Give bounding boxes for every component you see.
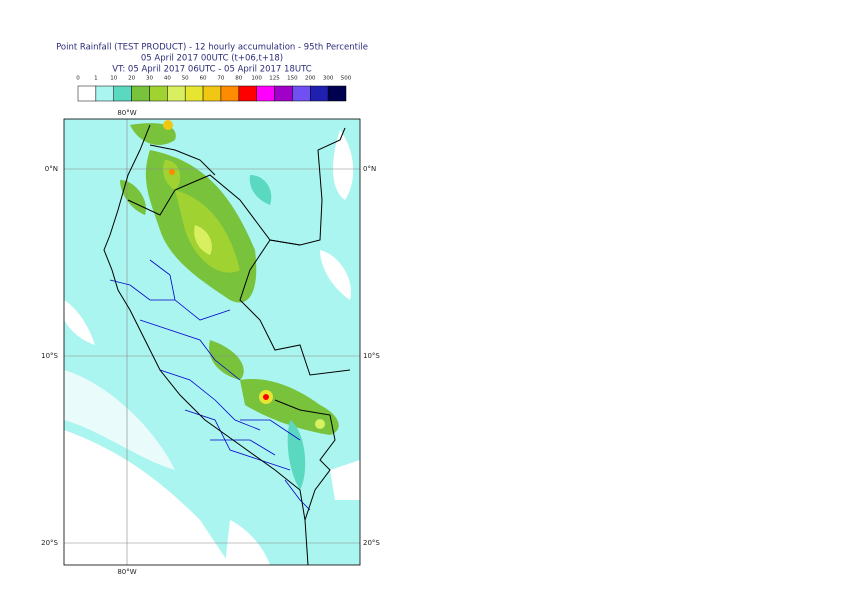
legend-label: 200 xyxy=(305,76,316,82)
legend-label: 0 xyxy=(76,76,80,82)
dry-areas xyxy=(64,130,360,565)
legend-swatch xyxy=(292,85,311,102)
legend-swatch xyxy=(113,85,132,102)
legend-label: 100 xyxy=(251,76,262,82)
lat-label: 20°S xyxy=(363,539,380,547)
legend-label: 150 xyxy=(287,76,298,82)
lon-label: 80°W xyxy=(117,109,136,117)
base-time: 05 April 2017 00UTC (t+06,t+18) xyxy=(141,54,283,64)
legend-swatch xyxy=(95,85,114,102)
legend-swatch xyxy=(167,85,186,102)
legend-label: 125 xyxy=(269,76,280,82)
legend-swatch xyxy=(274,85,293,102)
rain-areas xyxy=(120,120,339,490)
lat-label: 0°N xyxy=(45,165,58,173)
lat-label: 10°S xyxy=(363,352,380,360)
legend-label: 300 xyxy=(323,76,334,82)
legend-swatch xyxy=(202,85,222,102)
legend-label: 1 xyxy=(94,76,98,82)
legend-swatch xyxy=(220,85,240,102)
legend-swatch xyxy=(256,85,275,102)
legend: 0 1 10 20 30 40 50 60 70 80 100 125 150 200 300 500 xyxy=(76,76,352,102)
lat-label: 10°S xyxy=(41,352,58,360)
legend-label: 30 xyxy=(146,76,153,82)
lat-label: 0°N xyxy=(363,165,376,173)
legend-swatch xyxy=(238,85,257,102)
legend-label: 500 xyxy=(341,76,352,82)
legend-label: 40 xyxy=(164,76,171,82)
legend-label: 80 xyxy=(235,76,242,82)
lat-label: 20°S xyxy=(41,539,58,547)
valid-time: VT: 05 April 2017 06UTC - 05 April 2017 … xyxy=(112,65,311,75)
legend-swatch xyxy=(184,85,204,102)
legend-label: 20 xyxy=(128,76,135,82)
legend-swatch xyxy=(77,85,97,102)
map-frame xyxy=(63,118,361,566)
legend-swatch xyxy=(310,85,329,102)
legend-label: 10 xyxy=(110,76,117,82)
legend-swatch xyxy=(149,85,168,102)
lon-label: 80°W xyxy=(117,568,136,576)
title: Point Rainfall (TEST PRODUCT) - 12 hourl… xyxy=(56,43,368,53)
legend-swatch xyxy=(327,85,347,102)
borders xyxy=(103,124,351,565)
legend-label: 70 xyxy=(217,76,224,82)
legend-swatch xyxy=(131,85,150,102)
legend-label: 60 xyxy=(200,76,207,82)
regions xyxy=(109,259,311,511)
map xyxy=(64,119,360,565)
legend-label: 50 xyxy=(182,76,189,82)
